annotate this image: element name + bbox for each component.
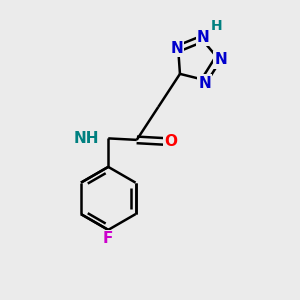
Text: N: N	[197, 30, 210, 45]
Text: O: O	[164, 134, 177, 149]
Text: N: N	[198, 76, 211, 91]
Text: NH: NH	[74, 131, 99, 146]
Text: F: F	[103, 231, 113, 246]
Text: N: N	[215, 52, 227, 68]
Text: N: N	[170, 41, 183, 56]
Text: H: H	[211, 20, 223, 33]
